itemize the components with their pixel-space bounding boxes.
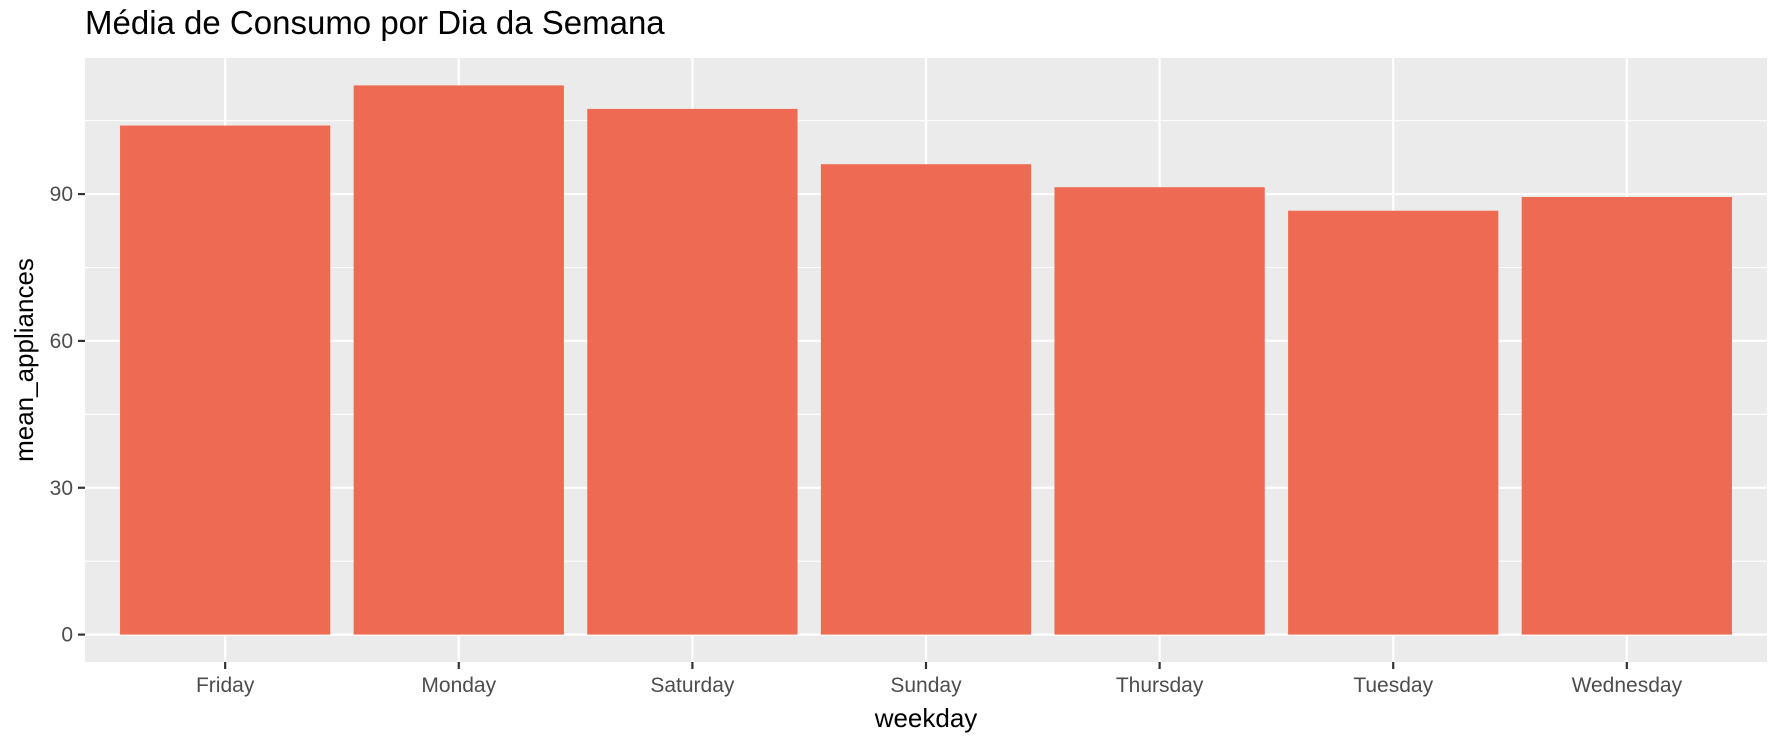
x-tick-label: Wednesday — [1572, 674, 1683, 697]
x-tick-label: Sunday — [890, 674, 962, 697]
x-tick-label: Saturday — [650, 674, 735, 697]
bar-tuesday — [1288, 210, 1499, 635]
y-tick-label: 30 — [50, 477, 73, 500]
axes: 0 30 60 90 Friday Monday Saturday Sunday Thursda… — [50, 183, 1683, 697]
y-tick-label: 90 — [50, 183, 73, 206]
x-tick-label: Monday — [421, 674, 496, 697]
x-tick-label: Friday — [196, 674, 255, 697]
bars — [120, 85, 1732, 635]
x-tick-label: Thursday — [1116, 674, 1204, 697]
x-tick-label: Tuesday — [1353, 674, 1433, 697]
bar-friday — [120, 125, 331, 635]
y-axis-title: mean_appliances — [9, 258, 39, 462]
bar-thursday — [1054, 187, 1265, 635]
y-tick-label: 0 — [61, 624, 73, 647]
x-axis-title: weekday — [874, 703, 978, 733]
bar-wednesday — [1521, 197, 1732, 635]
bar-monday — [353, 85, 564, 635]
chart-title: Média de Consumo por Dia da Semana — [85, 4, 665, 41]
bar-saturday — [587, 108, 798, 635]
bar-sunday — [820, 164, 1032, 635]
y-tick-label: 60 — [50, 330, 73, 353]
